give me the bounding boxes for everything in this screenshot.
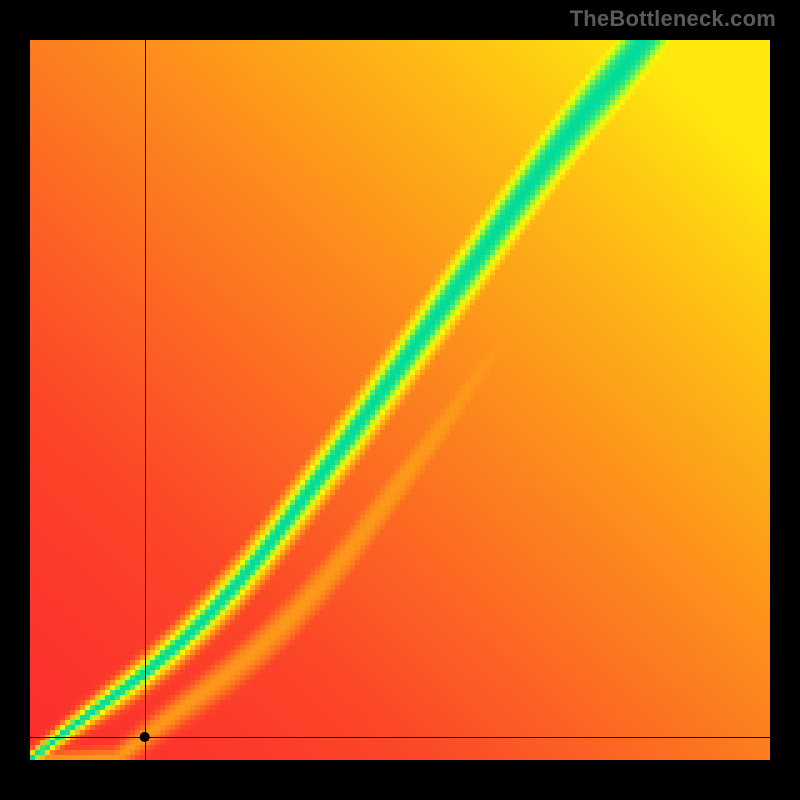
heatmap-container: TheBottleneck.com	[0, 0, 800, 800]
heatmap-canvas	[0, 0, 800, 800]
watermark-text: TheBottleneck.com	[570, 6, 776, 32]
